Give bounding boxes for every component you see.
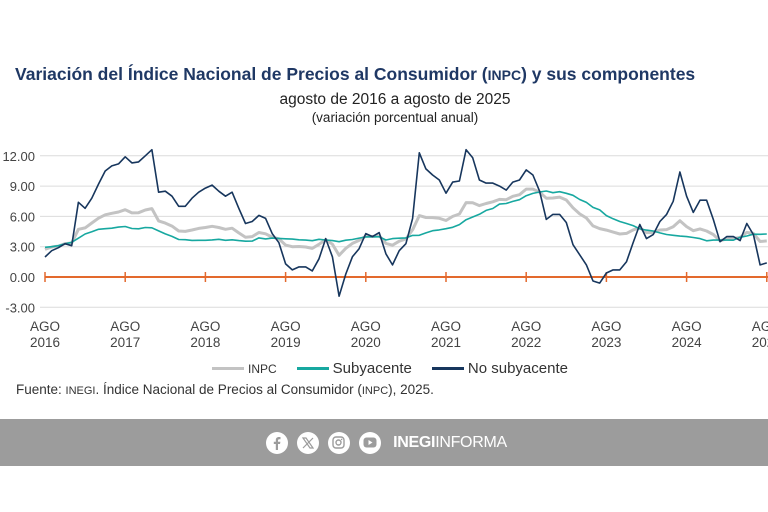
x-tick-label-year: 2020: [351, 335, 381, 350]
x-tick-label-year: 2019: [271, 335, 301, 350]
x-tick-label-year: 2023: [591, 335, 621, 350]
legend-swatch-subyacente: [296, 367, 329, 370]
legend-subyacente: Subyacente: [296, 360, 412, 377]
inegi-informa-brand: INEGIINFORMA: [393, 433, 507, 451]
x-tick-label-month: AGO: [190, 319, 220, 334]
x-tick-label-year: 2022: [511, 335, 541, 350]
footer-band: INEGIINFORMA: [0, 419, 768, 466]
series-line-sub: [44, 190, 767, 249]
y-tick-label: 9.00: [10, 179, 35, 194]
x-tick-label-year: 2024: [672, 335, 703, 350]
x-tick-label-year: 2018: [190, 335, 220, 350]
x-tick-label-year: 2017: [110, 335, 140, 350]
series-line-inpc: [44, 187, 767, 257]
x-tick-label-month: AGO: [431, 319, 461, 334]
y-tick-label: -3.00: [5, 300, 35, 315]
series-line-nosub: [44, 148, 768, 297]
x-tick-label-month: AGO: [511, 319, 541, 334]
source-note: Fuente: INEGI. Índice Nacional de Precio…: [16, 382, 434, 397]
x-tick-label-month: AGO: [591, 319, 621, 334]
x-tick-label-year: 2016: [30, 335, 60, 350]
y-tick-label: 6.00: [10, 209, 35, 224]
x-tick-label-year: 2025: [752, 335, 768, 350]
legend: INPC Subyacente No subyacente: [212, 360, 588, 377]
y-tick-label: 3.00: [10, 240, 35, 255]
line-chart: -3.000.003.006.009.0012.00AGO2016AGO2017…: [2, 148, 768, 350]
youtube-icon[interactable]: [358, 431, 381, 454]
legend-inpc: INPC: [212, 362, 277, 376]
chart-subtitle: agosto de 2016 a agosto de 2025: [279, 91, 511, 108]
y-tick-label: 0.00: [10, 270, 35, 285]
instagram-icon[interactable]: [327, 431, 350, 454]
x-icon[interactable]: [296, 431, 319, 454]
chart-units: (variación porcentual anual): [311, 110, 479, 125]
x-tick-label-month: AGO: [351, 319, 381, 334]
y-tick-label: 12.00: [2, 149, 35, 164]
x-tick-label-year: 2021: [431, 335, 461, 350]
chart-title: Variación del Índice Nacional de Precios…: [15, 64, 696, 84]
x-tick-label-month: AGO: [672, 319, 702, 334]
facebook-icon[interactable]: [265, 431, 288, 454]
x-tick-label-month: AGO: [110, 319, 140, 334]
legend-no-subyacente: No subyacente: [431, 360, 568, 377]
legend-swatch-inpc: [212, 367, 244, 370]
x-tick-label-month: AGO: [752, 319, 768, 334]
x-tick-label-month: AGO: [271, 319, 301, 334]
x-tick-label-month: AGO: [30, 319, 60, 334]
legend-swatch-no-subyacente: [431, 367, 464, 370]
